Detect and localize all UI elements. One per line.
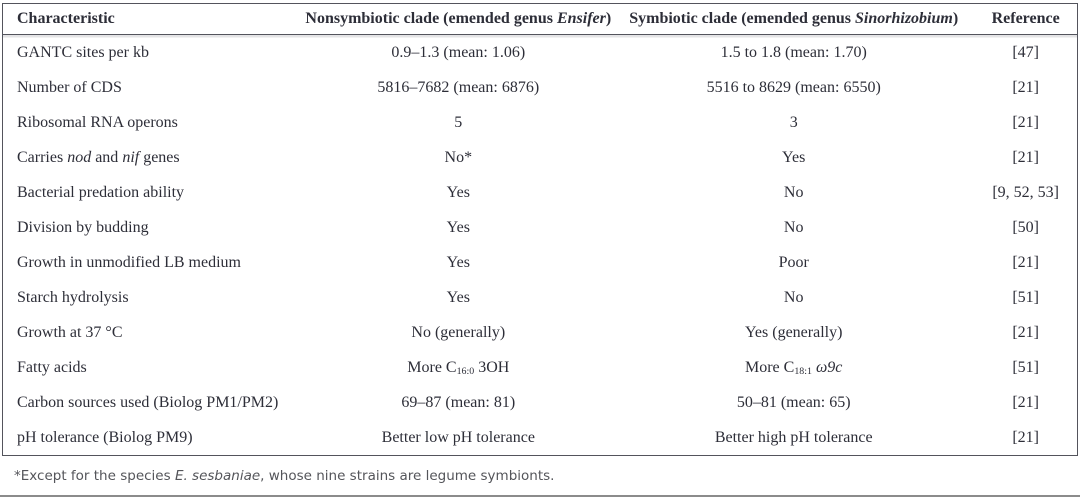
cell-reference: [51]	[1012, 358, 1039, 376]
table-row: Carbon sources used (Biolog PM1/PM2) 69–…	[3, 385, 1078, 420]
cell-reference: [21]	[1012, 253, 1039, 271]
cell-reference: [9, 52, 53]	[992, 183, 1059, 201]
cell-nonsymbiotic-value: No (generally)	[411, 323, 506, 341]
cell-nonsymbiotic-value: Yes	[446, 218, 470, 236]
cell-nonsymbiotic-value: 5	[454, 113, 463, 131]
table-row: Carries nod and nif genes No* Yes [21]	[3, 140, 1078, 175]
column-header-nonsymbiotic-clade: Nonsymbiotic clade (emended genus Ensife…	[303, 3, 614, 35]
table-row: Division by budding Yes No [50]	[3, 210, 1078, 245]
cell-reference: [21]	[1012, 428, 1039, 446]
characteristics-table: Characteristic Nonsymbiotic clade (emend…	[2, 3, 1078, 456]
cell-characteristic: Growth in unmodified LB medium	[17, 253, 241, 271]
cell-characteristic: Growth at 37 °C	[17, 323, 123, 341]
table-header: Characteristic Nonsymbiotic clade (emend…	[2, 3, 1078, 35]
cell-nonsymbiotic-value: Yes	[446, 288, 470, 306]
cell-nonsymbiotic-value: More C16:0 3OH	[407, 358, 510, 378]
cell-symbiotic-value: Yes (generally)	[744, 323, 843, 341]
table-footnote: *Except for the species E. sesbaniae, wh…	[14, 468, 555, 484]
cell-reference: [21]	[1012, 78, 1039, 96]
cell-characteristic: Carbon sources used (Biolog PM1/PM2)	[17, 393, 279, 411]
cell-characteristic: pH tolerance (Biolog PM9)	[17, 428, 193, 446]
cell-characteristic: Starch hydrolysis	[17, 288, 129, 306]
cell-symbiotic-value: 3	[789, 113, 798, 131]
cell-symbiotic-value: 5516 to 8629 (mean: 6550)	[706, 78, 881, 96]
cell-symbiotic-value: Yes	[782, 148, 806, 166]
cell-nonsymbiotic-value: No*	[444, 148, 473, 166]
cell-characteristic: Carries nod and nif genes	[17, 148, 180, 166]
cell-symbiotic-value: 50–81 (mean: 65)	[736, 393, 851, 411]
cell-reference: [21]	[1012, 323, 1039, 341]
cell-symbiotic-value: No	[783, 183, 804, 201]
cell-nonsymbiotic-value: 69–87 (mean: 81)	[401, 393, 516, 411]
cell-characteristic: Ribosomal RNA operons	[17, 113, 178, 131]
cell-nonsymbiotic-value: 5816–7682 (mean: 6876)	[377, 78, 540, 96]
table-row: Bacterial predation ability Yes No [9, 5…	[3, 175, 1078, 210]
paper-table-figure: Characteristic Nonsymbiotic clade (emend…	[0, 3, 1080, 504]
cell-reference: [21]	[1012, 113, 1039, 131]
cell-nonsymbiotic-value: Yes	[446, 183, 470, 201]
cell-characteristic: GANTC sites per kb	[17, 43, 149, 61]
table-row: Starch hydrolysis Yes No [51]	[3, 280, 1078, 315]
cell-symbiotic-value: More C18:1 ω9c	[745, 358, 843, 378]
cell-characteristic: Bacterial predation ability	[17, 183, 185, 201]
cell-reference: [21]	[1012, 393, 1039, 411]
table-body: GANTC sites per kb 0.9–1.3 (mean: 1.06) …	[3, 35, 1078, 456]
cell-reference: [50]	[1012, 218, 1039, 236]
cell-characteristic: Number of CDS	[17, 78, 122, 96]
cell-symbiotic-value: Poor	[778, 253, 809, 271]
table-row: Fatty acids More C16:0 3OH More C18:1 ω9…	[3, 350, 1078, 385]
cell-reference: [51]	[1012, 288, 1039, 306]
cell-characteristic: Fatty acids	[17, 358, 87, 376]
cell-symbiotic-value: Better high pH tolerance	[714, 428, 873, 446]
cell-nonsymbiotic-value: Better low pH tolerance	[381, 428, 535, 446]
cell-symbiotic-value: No	[783, 218, 804, 236]
table-header-row: Characteristic Nonsymbiotic clade (emend…	[2, 3, 1078, 35]
cell-nonsymbiotic-value: Yes	[446, 253, 470, 271]
column-header-reference: Reference	[974, 3, 1078, 35]
cell-characteristic: Division by budding	[17, 218, 149, 236]
cell-reference: [21]	[1012, 148, 1039, 166]
table-row: Growth at 37 °C No (generally) Yes (gene…	[3, 315, 1078, 350]
column-header-characteristic: Characteristic	[2, 3, 304, 35]
table-row: GANTC sites per kb 0.9–1.3 (mean: 1.06) …	[3, 35, 1078, 71]
cell-symbiotic-value: No	[783, 288, 804, 306]
table-row: Ribosomal RNA operons 5 3 [21]	[3, 105, 1078, 140]
table-row: pH tolerance (Biolog PM9) Better low pH …	[3, 420, 1078, 456]
column-header-symbiotic-clade: Symbiotic clade (emended genus Sinorhizo…	[613, 3, 975, 35]
cell-symbiotic-value: 1.5 to 1.8 (mean: 1.70)	[720, 43, 867, 61]
table-row: Number of CDS 5816–7682 (mean: 6876) 551…	[3, 70, 1078, 105]
cell-reference: [47]	[1012, 43, 1039, 61]
cell-nonsymbiotic-value: 0.9–1.3 (mean: 1.06)	[391, 43, 526, 61]
bottom-rule-divider	[0, 495, 1080, 497]
table-row: Growth in unmodified LB medium Yes Poor …	[3, 245, 1078, 280]
